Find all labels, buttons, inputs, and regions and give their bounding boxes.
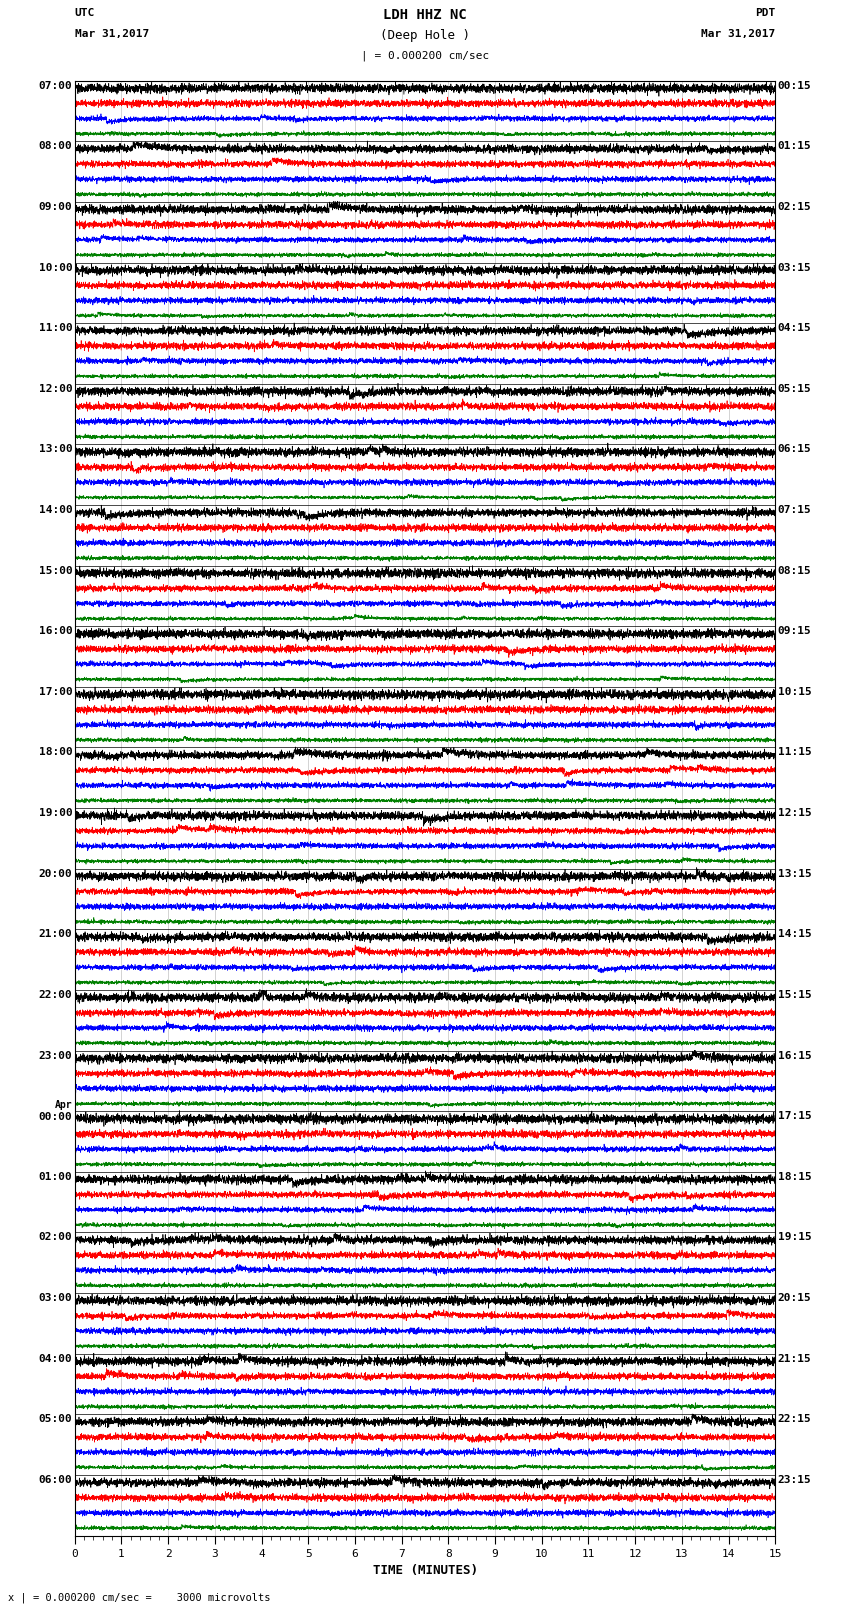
Text: 00:15: 00:15	[778, 81, 812, 90]
Text: 05:15: 05:15	[778, 384, 812, 394]
Text: UTC: UTC	[75, 8, 95, 18]
Text: | = 0.000200 cm/sec: | = 0.000200 cm/sec	[361, 50, 489, 61]
Text: 03:15: 03:15	[778, 263, 812, 273]
Text: 10:00: 10:00	[38, 263, 72, 273]
Text: 13:00: 13:00	[38, 445, 72, 455]
Text: 23:00: 23:00	[38, 1050, 72, 1061]
Text: 04:00: 04:00	[38, 1353, 72, 1363]
Text: Mar 31,2017: Mar 31,2017	[701, 29, 775, 39]
Text: 16:00: 16:00	[38, 626, 72, 636]
Text: 21:00: 21:00	[38, 929, 72, 939]
Text: 22:00: 22:00	[38, 990, 72, 1000]
Text: 07:00: 07:00	[38, 81, 72, 90]
Text: 02:15: 02:15	[778, 202, 812, 211]
Text: 20:00: 20:00	[38, 869, 72, 879]
Text: 16:15: 16:15	[778, 1050, 812, 1061]
Text: 09:15: 09:15	[778, 626, 812, 636]
Text: 15:00: 15:00	[38, 566, 72, 576]
Text: 18:00: 18:00	[38, 747, 72, 758]
Text: 07:15: 07:15	[778, 505, 812, 515]
Text: 13:15: 13:15	[778, 869, 812, 879]
Text: 05:00: 05:00	[38, 1415, 72, 1424]
Text: 01:15: 01:15	[778, 142, 812, 152]
Text: 03:00: 03:00	[38, 1294, 72, 1303]
Text: 23:15: 23:15	[778, 1474, 812, 1486]
Text: (Deep Hole ): (Deep Hole )	[380, 29, 470, 42]
Text: 11:00: 11:00	[38, 323, 72, 334]
Text: 18:15: 18:15	[778, 1171, 812, 1182]
Text: 15:15: 15:15	[778, 990, 812, 1000]
Text: LDH HHZ NC: LDH HHZ NC	[383, 8, 467, 23]
Text: 06:00: 06:00	[38, 1474, 72, 1486]
Text: 06:15: 06:15	[778, 445, 812, 455]
Text: 01:00: 01:00	[38, 1171, 72, 1182]
Text: 02:00: 02:00	[38, 1232, 72, 1242]
Text: Mar 31,2017: Mar 31,2017	[75, 29, 149, 39]
Text: 14:15: 14:15	[778, 929, 812, 939]
Text: 04:15: 04:15	[778, 323, 812, 334]
Text: 11:15: 11:15	[778, 747, 812, 758]
Text: 20:15: 20:15	[778, 1294, 812, 1303]
Text: 19:15: 19:15	[778, 1232, 812, 1242]
Text: 08:15: 08:15	[778, 566, 812, 576]
Text: 17:15: 17:15	[778, 1111, 812, 1121]
Text: 00:00: 00:00	[38, 1111, 72, 1123]
Text: 19:00: 19:00	[38, 808, 72, 818]
Text: Apr: Apr	[54, 1100, 72, 1110]
Text: 10:15: 10:15	[778, 687, 812, 697]
Text: PDT: PDT	[755, 8, 775, 18]
Text: 12:00: 12:00	[38, 384, 72, 394]
Text: 17:00: 17:00	[38, 687, 72, 697]
X-axis label: TIME (MINUTES): TIME (MINUTES)	[372, 1565, 478, 1578]
Text: 12:15: 12:15	[778, 808, 812, 818]
Text: 14:00: 14:00	[38, 505, 72, 515]
Text: 21:15: 21:15	[778, 1353, 812, 1363]
Text: x | = 0.000200 cm/sec =    3000 microvolts: x | = 0.000200 cm/sec = 3000 microvolts	[8, 1592, 271, 1603]
Text: 09:00: 09:00	[38, 202, 72, 211]
Text: 08:00: 08:00	[38, 142, 72, 152]
Text: 22:15: 22:15	[778, 1415, 812, 1424]
